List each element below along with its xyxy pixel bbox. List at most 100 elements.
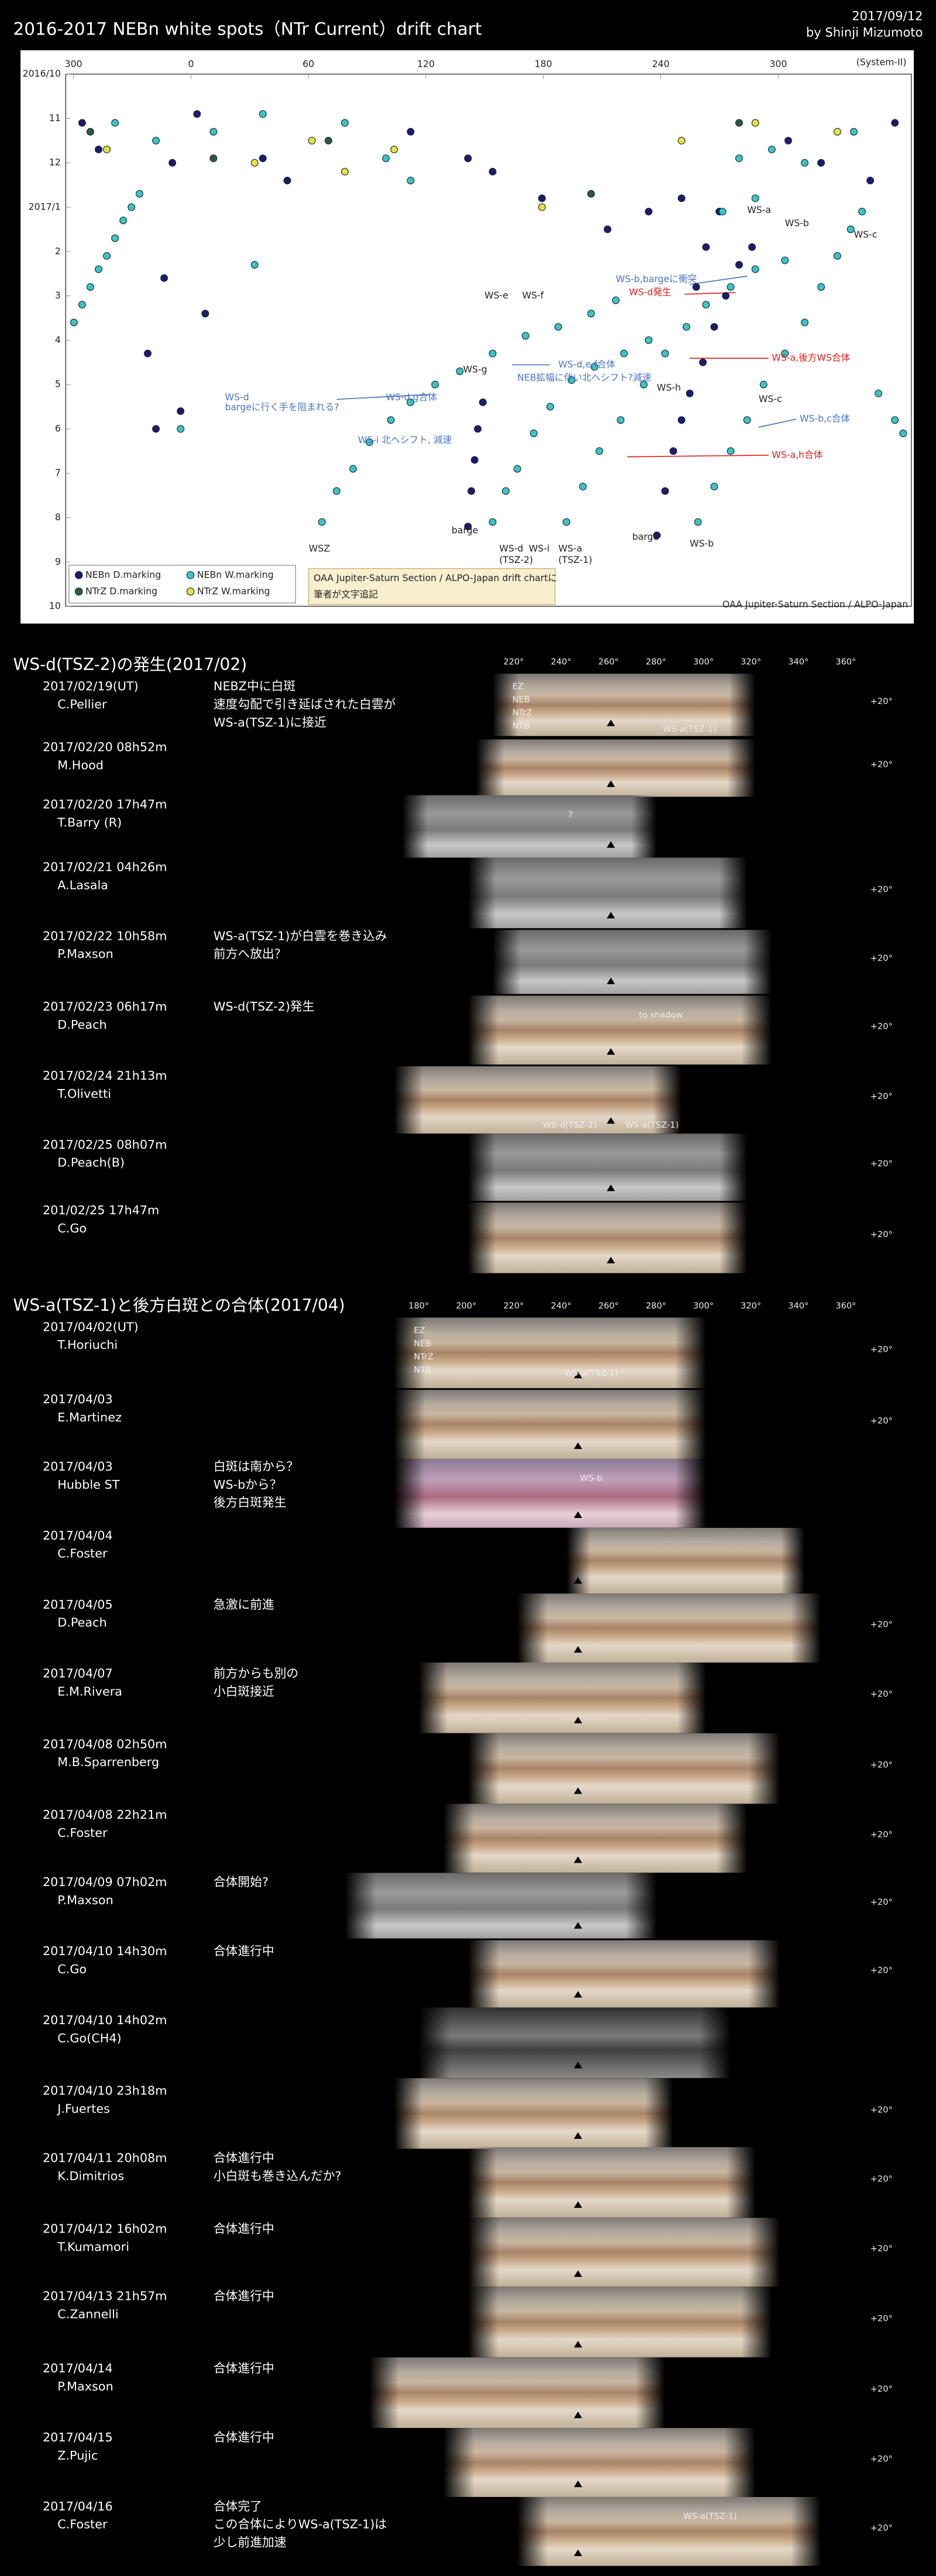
marker-triangle bbox=[574, 2412, 583, 2419]
annotation: WS-d bbox=[499, 542, 523, 554]
data-point bbox=[735, 154, 743, 163]
axis-note: (System-II) bbox=[856, 56, 907, 67]
observer: C.Pellier bbox=[57, 698, 107, 712]
data-point bbox=[119, 217, 128, 225]
annotation: WS-b bbox=[785, 218, 809, 229]
marker-triangle bbox=[607, 1117, 615, 1124]
observer: D.Peach bbox=[57, 1018, 106, 1032]
data-point bbox=[259, 154, 267, 163]
data-point bbox=[78, 119, 86, 127]
obs-note: 合体進行中 bbox=[214, 2289, 274, 2303]
marker-triangle bbox=[607, 1184, 615, 1191]
legend-swatch bbox=[74, 588, 83, 596]
observer: C.Foster bbox=[57, 1826, 108, 1840]
marker-triangle bbox=[574, 1922, 583, 1929]
data-point bbox=[759, 380, 768, 389]
obs-note: WS-d(TSZ-2)発生 bbox=[214, 1000, 315, 1014]
latitude-label: +20° bbox=[870, 1689, 893, 1699]
planet-image bbox=[493, 674, 756, 736]
longitude-label: 360° bbox=[835, 657, 856, 667]
data-point bbox=[160, 274, 168, 282]
obs-note: WS-a(TSZ-1)に接近 bbox=[214, 715, 326, 729]
obs-date: 2017/04/02(UT) bbox=[43, 1320, 139, 1334]
image-label: NEB bbox=[512, 695, 530, 705]
annotation: WS-d,g合体 bbox=[386, 391, 438, 403]
annotation: bargeに行く手を阻まれる? bbox=[225, 401, 339, 413]
observer: C.Go bbox=[57, 1962, 87, 1976]
y-tick-label: 9 bbox=[55, 556, 61, 567]
annotation: WS-a bbox=[558, 542, 582, 554]
data-point bbox=[748, 243, 756, 251]
legend-label: NEBn D.marking bbox=[85, 569, 161, 580]
observer: C.Foster bbox=[57, 1547, 108, 1561]
data-point bbox=[78, 301, 86, 309]
longitude-label: 220° bbox=[503, 657, 524, 667]
data-point bbox=[751, 265, 759, 273]
annotation: WS-i 北へシフト, 減速 bbox=[358, 434, 452, 445]
planet-image bbox=[468, 1134, 748, 1201]
latitude-label: +20° bbox=[870, 1897, 893, 1907]
data-point bbox=[833, 128, 841, 136]
y-tick-label: 2017/1 bbox=[29, 201, 61, 212]
longitude-label: 320° bbox=[741, 1301, 761, 1311]
data-point bbox=[587, 190, 595, 198]
obs-date: 201/02/25 17h47m bbox=[43, 1203, 159, 1217]
planet-image bbox=[443, 1804, 748, 1873]
x-tick-label: 300 bbox=[65, 58, 82, 69]
latitude-label: +20° bbox=[870, 1229, 893, 1239]
latitude-label: +20° bbox=[870, 1416, 893, 1426]
obs-note: 小白斑接近 bbox=[214, 1685, 274, 1699]
credit: OAA Jupiter-Saturn Section / ALPO-Japan bbox=[722, 599, 908, 610]
image-label: NTrZ bbox=[512, 708, 532, 718]
legend-label: NTrZ D.marking bbox=[85, 585, 157, 596]
obs-date: 2017/04/10 14h02m bbox=[43, 2013, 167, 2027]
data-point bbox=[387, 416, 395, 424]
data-point bbox=[521, 332, 529, 340]
latitude-label: +20° bbox=[870, 696, 893, 706]
planet-image bbox=[394, 1066, 682, 1134]
data-point bbox=[502, 487, 510, 495]
latitude-label: +20° bbox=[870, 2384, 893, 2394]
latitude-label: +20° bbox=[870, 2523, 893, 2533]
data-point bbox=[768, 146, 776, 153]
data-point bbox=[283, 177, 291, 184]
annotation: WS-g bbox=[463, 363, 487, 375]
section-title: WS-d(TSZ-2)の発生(2017/02) bbox=[13, 655, 247, 674]
marker-triangle bbox=[607, 1048, 615, 1055]
y-tick-label: 12 bbox=[49, 157, 61, 168]
legend-swatch bbox=[74, 571, 83, 579]
marker-triangle bbox=[607, 977, 615, 984]
latitude-label: +20° bbox=[870, 760, 893, 770]
data-point bbox=[645, 208, 653, 216]
image-label: WS-a(TSZ-1) bbox=[683, 2512, 737, 2522]
data-point bbox=[751, 194, 759, 202]
image-label: to shadow bbox=[639, 1010, 683, 1020]
obs-note: 合体進行中 bbox=[214, 2430, 274, 2444]
annotation: WS-d,e,f合体 bbox=[558, 359, 615, 370]
annotation: WS-b,bargeに衝突 bbox=[616, 273, 697, 284]
annotation: WS-a,h合体 bbox=[772, 449, 823, 460]
obs-date: 2017/02/19(UT) bbox=[43, 679, 139, 693]
data-point bbox=[562, 518, 570, 526]
annotation: WS-c bbox=[854, 229, 878, 240]
data-point bbox=[488, 518, 497, 526]
annotation: WS-a,後方WS合体 bbox=[772, 352, 850, 363]
data-point bbox=[135, 190, 143, 198]
data-point bbox=[464, 523, 472, 531]
observer: Hubble ST bbox=[57, 1478, 119, 1492]
data-point bbox=[479, 398, 487, 406]
longitude-label: 260° bbox=[598, 1301, 619, 1311]
data-point bbox=[529, 430, 538, 437]
y-tick-label: 6 bbox=[55, 423, 61, 434]
annotation: barge bbox=[632, 531, 659, 542]
x-tick-label: 180 bbox=[535, 58, 552, 69]
data-point bbox=[850, 128, 858, 136]
obs-date: 2017/04/07 bbox=[43, 1667, 113, 1681]
image-label: NTB bbox=[512, 721, 530, 731]
planet-image bbox=[468, 2217, 780, 2287]
image-label: WS-a(TSZ-1) bbox=[663, 724, 717, 734]
annotation: WS-b bbox=[690, 538, 714, 549]
data-point bbox=[677, 136, 686, 145]
data-point bbox=[801, 159, 808, 167]
data-point bbox=[694, 518, 702, 526]
